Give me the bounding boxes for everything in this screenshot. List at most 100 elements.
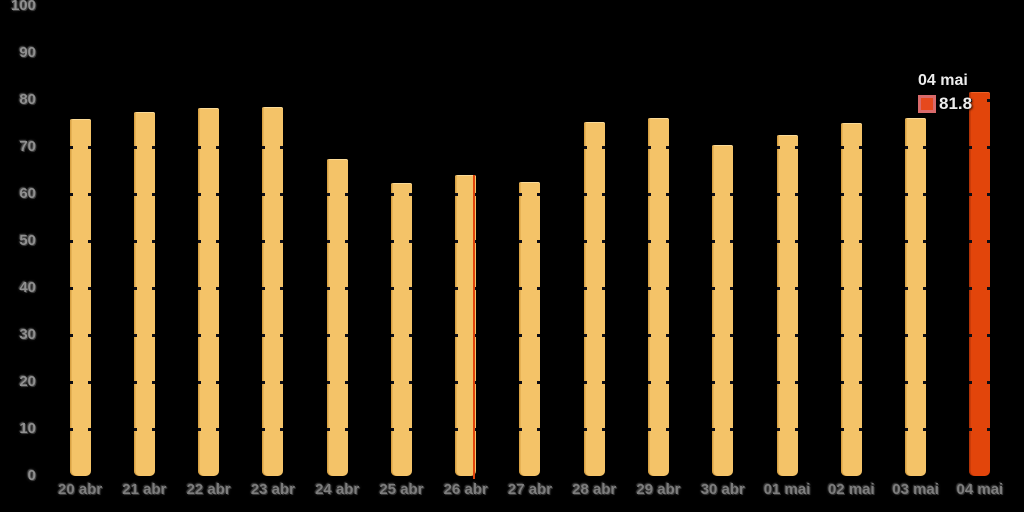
bar-highlighted[interactable]	[969, 91, 991, 476]
gridline-nick	[905, 145, 909, 149]
gridline-nick	[408, 333, 412, 337]
x-axis-label: 04 mai	[956, 481, 1004, 498]
gridline-nick	[583, 239, 587, 243]
gridline-nick	[216, 333, 220, 337]
gridline-nick	[151, 239, 155, 243]
bar[interactable]	[519, 182, 541, 476]
gridline-nick	[730, 427, 734, 431]
gridline-nick	[87, 192, 91, 196]
gridline-nick	[712, 333, 716, 337]
bar[interactable]	[326, 158, 348, 476]
bar[interactable]	[648, 117, 670, 476]
gridline-nick	[583, 427, 587, 431]
gridline-nick	[133, 239, 137, 243]
bar[interactable]	[198, 108, 220, 476]
gridline-nick	[326, 239, 330, 243]
gridline-nick	[537, 333, 541, 337]
gridline-nick	[923, 427, 927, 431]
gridline-nick	[840, 333, 844, 337]
gridline-nick	[455, 192, 459, 196]
bar-column	[562, 6, 626, 476]
bar-column	[498, 6, 562, 476]
gridline-nick	[344, 192, 348, 196]
bar[interactable]	[133, 112, 155, 476]
gridline-nick	[390, 239, 394, 243]
gridline-nick	[905, 239, 909, 243]
gridline-nick	[905, 427, 909, 431]
gridline-nick	[69, 333, 73, 337]
gridline-nick	[923, 380, 927, 384]
x-axis-label: 30 abr	[700, 481, 745, 498]
y-tick-label: 60	[19, 185, 36, 202]
tooltip-value: 81.8	[939, 94, 973, 113]
gridline-nick	[519, 380, 523, 384]
gridline-nick	[280, 286, 284, 290]
gridline-nick	[712, 380, 716, 384]
bar[interactable]	[712, 144, 734, 476]
bar-column	[755, 6, 819, 476]
gridline-nick	[840, 192, 844, 196]
gridline-nick	[133, 427, 137, 431]
gridline-nick	[326, 427, 330, 431]
bar[interactable]	[455, 174, 477, 479]
gridline-nick	[583, 145, 587, 149]
gridline-nick	[133, 333, 137, 337]
gridline-nick	[87, 286, 91, 290]
gridline-nick	[987, 192, 991, 196]
gridline-nick	[69, 427, 73, 431]
gridline-nick	[730, 192, 734, 196]
gridline-nick	[923, 145, 927, 149]
gridline-nick	[858, 286, 862, 290]
y-tick-label: 90	[19, 44, 36, 61]
gridline-nick	[87, 380, 91, 384]
gridline-nick	[326, 286, 330, 290]
gridline-nick	[987, 380, 991, 384]
gridline-nick	[648, 380, 652, 384]
gridline-nick	[648, 427, 652, 431]
gridline-nick	[151, 145, 155, 149]
bar[interactable]	[905, 117, 927, 476]
gridline-nick	[133, 380, 137, 384]
gridline-nick	[537, 192, 541, 196]
gridline-nick	[648, 333, 652, 337]
gridline-nick	[648, 145, 652, 149]
bar[interactable]	[776, 134, 798, 476]
gridline-nick	[151, 333, 155, 337]
gridline-nick	[262, 239, 266, 243]
gridline-nick	[601, 192, 605, 196]
gridline-nick	[712, 427, 716, 431]
gridline-nick	[280, 380, 284, 384]
gridline-nick	[344, 427, 348, 431]
gridline-nick	[519, 239, 523, 243]
gridline-nick	[344, 239, 348, 243]
x-axis-label: 03 mai	[892, 481, 939, 498]
gridline-nick	[133, 192, 137, 196]
bar-column	[48, 6, 112, 476]
gridline-nick	[537, 286, 541, 290]
gridline-nick	[198, 380, 202, 384]
bar[interactable]	[583, 122, 605, 476]
gridline-nick	[216, 192, 220, 196]
gridline-nick	[601, 380, 605, 384]
gridline-nick	[923, 239, 927, 243]
gridline-nick	[408, 286, 412, 290]
gridline-nick	[776, 286, 780, 290]
bar[interactable]	[390, 183, 412, 476]
gridline-nick	[133, 145, 137, 149]
gridline-nick	[794, 286, 798, 290]
gridline-nick	[519, 427, 523, 431]
bar[interactable]	[262, 106, 284, 476]
gridline-nick	[905, 286, 909, 290]
tooltip-date: 04 mai	[918, 72, 968, 89]
y-tick-label: 50	[19, 232, 36, 249]
gridline-nick	[262, 145, 266, 149]
bar[interactable]	[69, 118, 91, 476]
gridline-nick	[858, 333, 862, 337]
plot-area	[48, 6, 1012, 479]
gridline-nick	[262, 333, 266, 337]
gridline-nick	[905, 380, 909, 384]
gridline-nick	[969, 239, 973, 243]
bar[interactable]	[840, 123, 862, 476]
gridline-nick	[326, 192, 330, 196]
highlight-marker-line	[473, 174, 476, 479]
